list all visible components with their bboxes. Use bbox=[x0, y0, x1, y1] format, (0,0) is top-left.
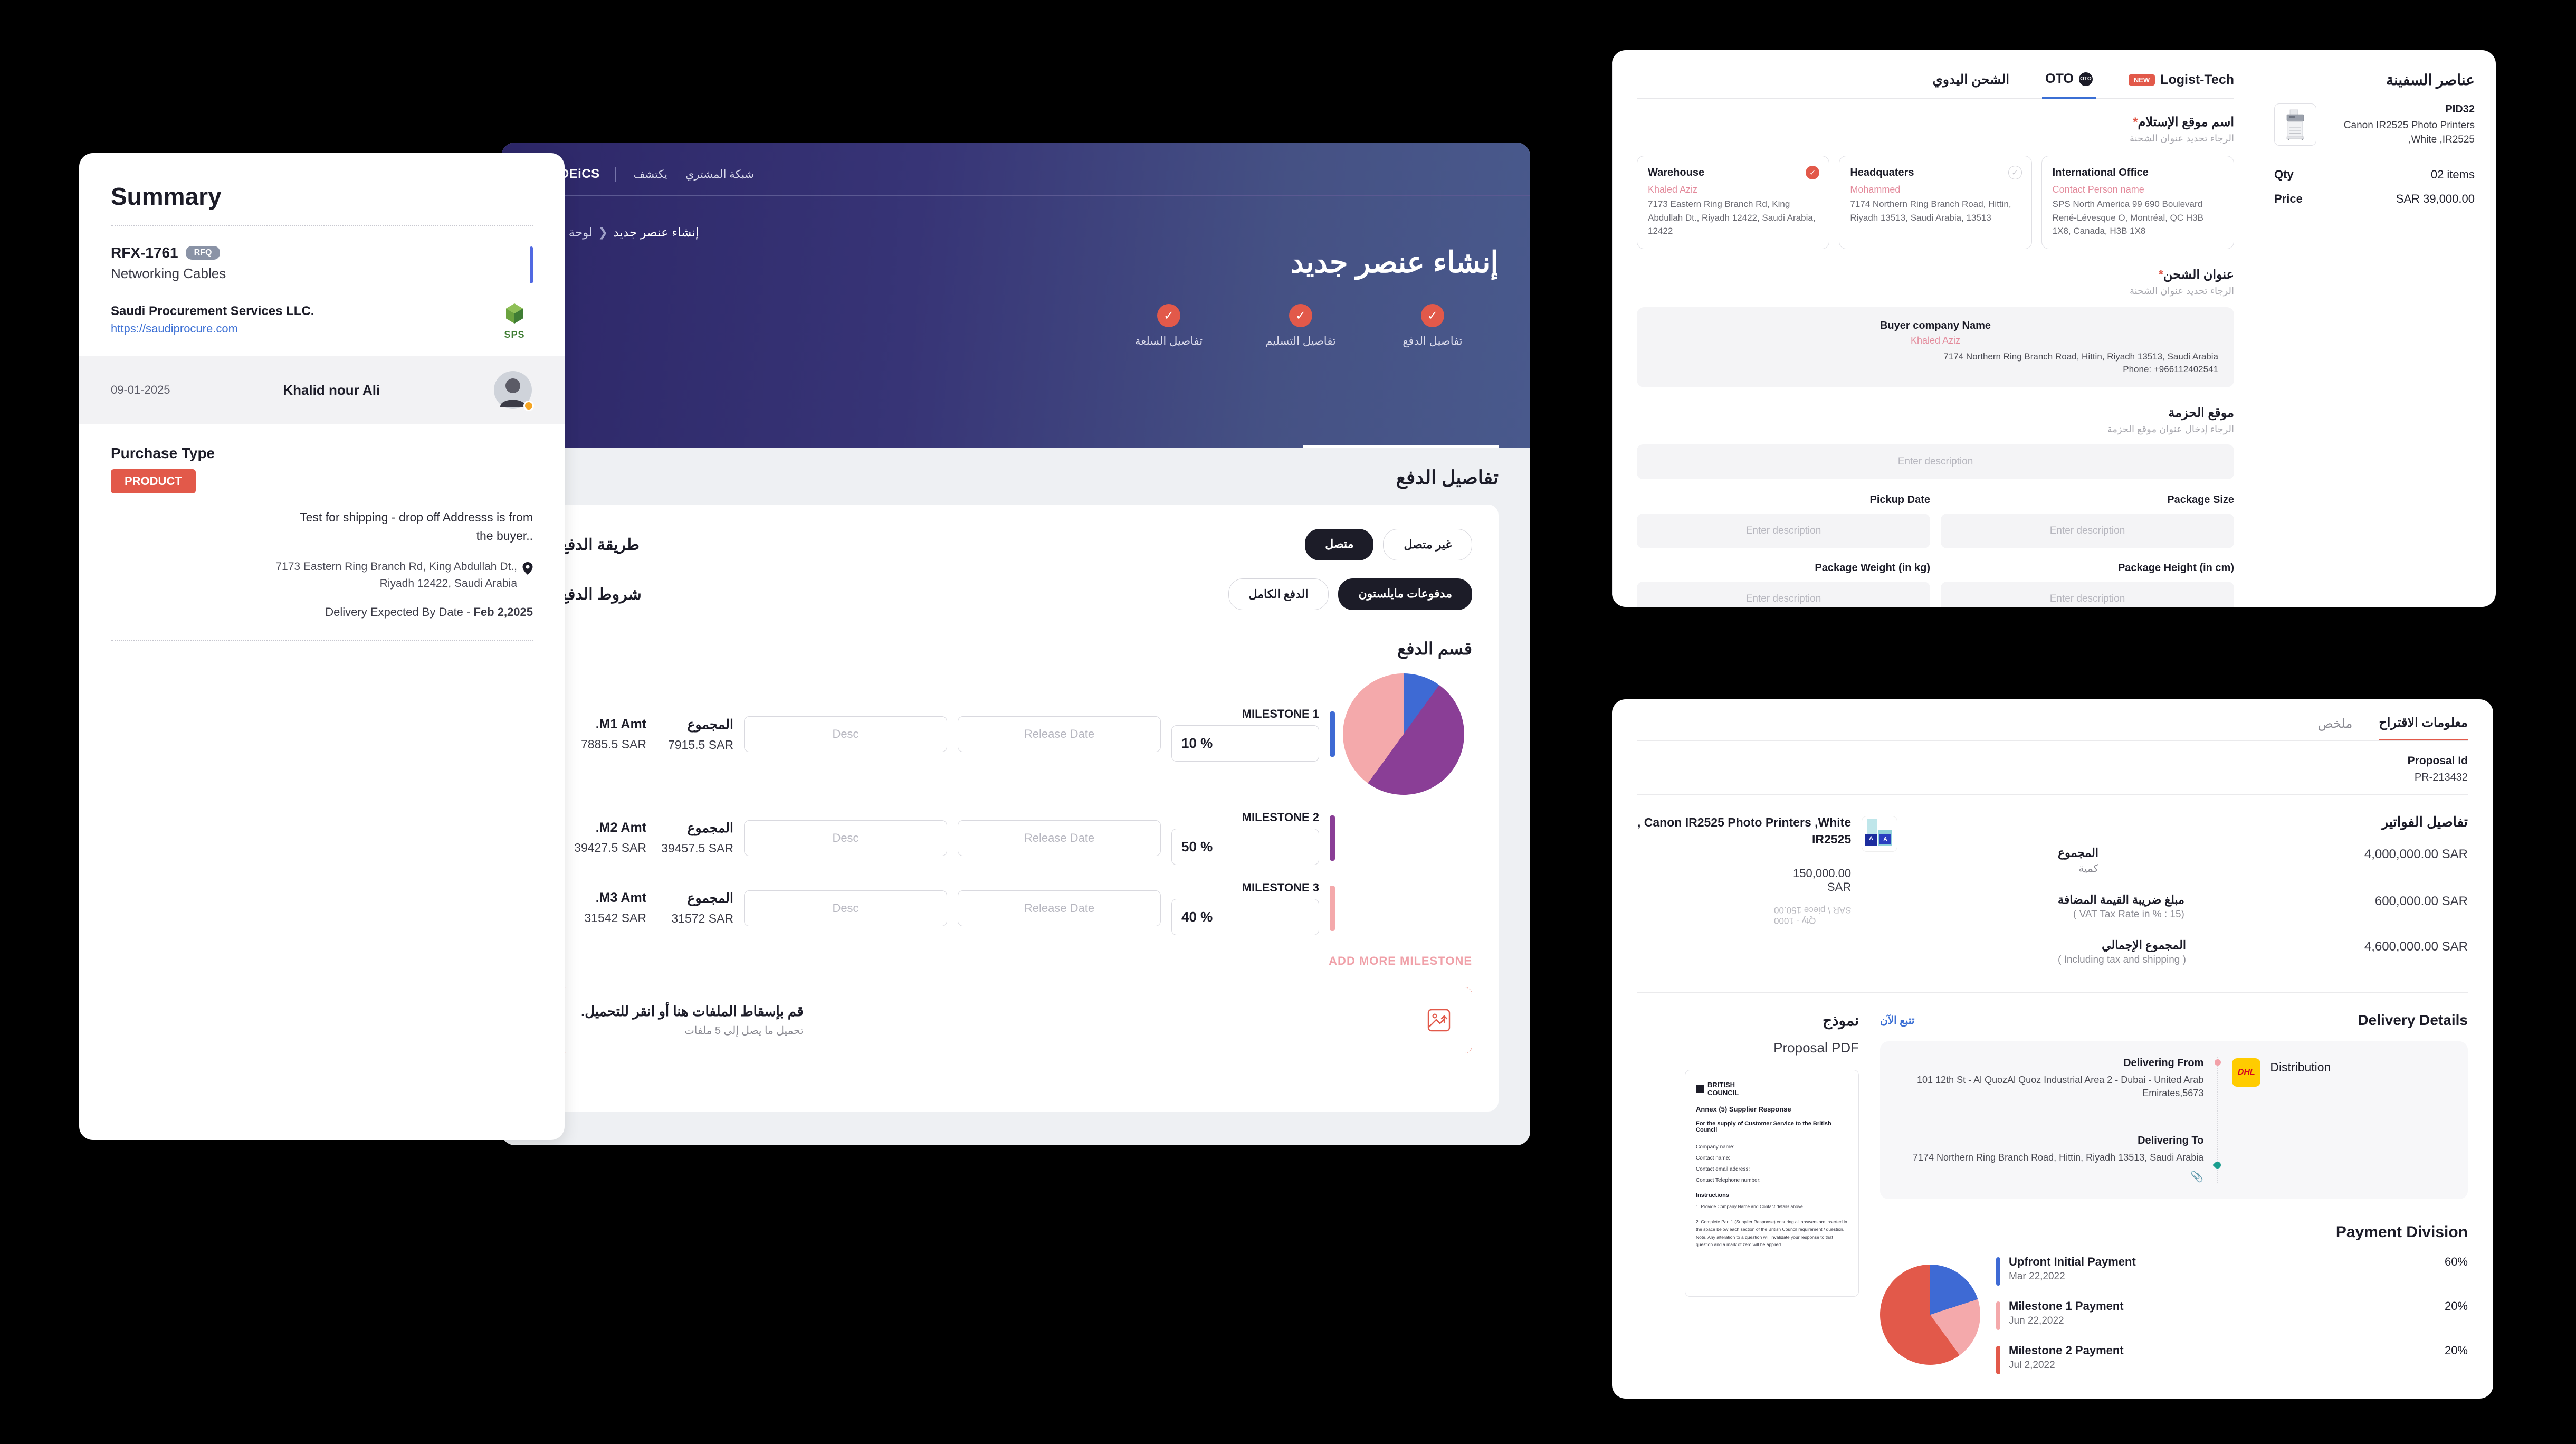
svg-text:A: A bbox=[1869, 835, 1873, 842]
svg-text:A: A bbox=[1884, 837, 1887, 842]
